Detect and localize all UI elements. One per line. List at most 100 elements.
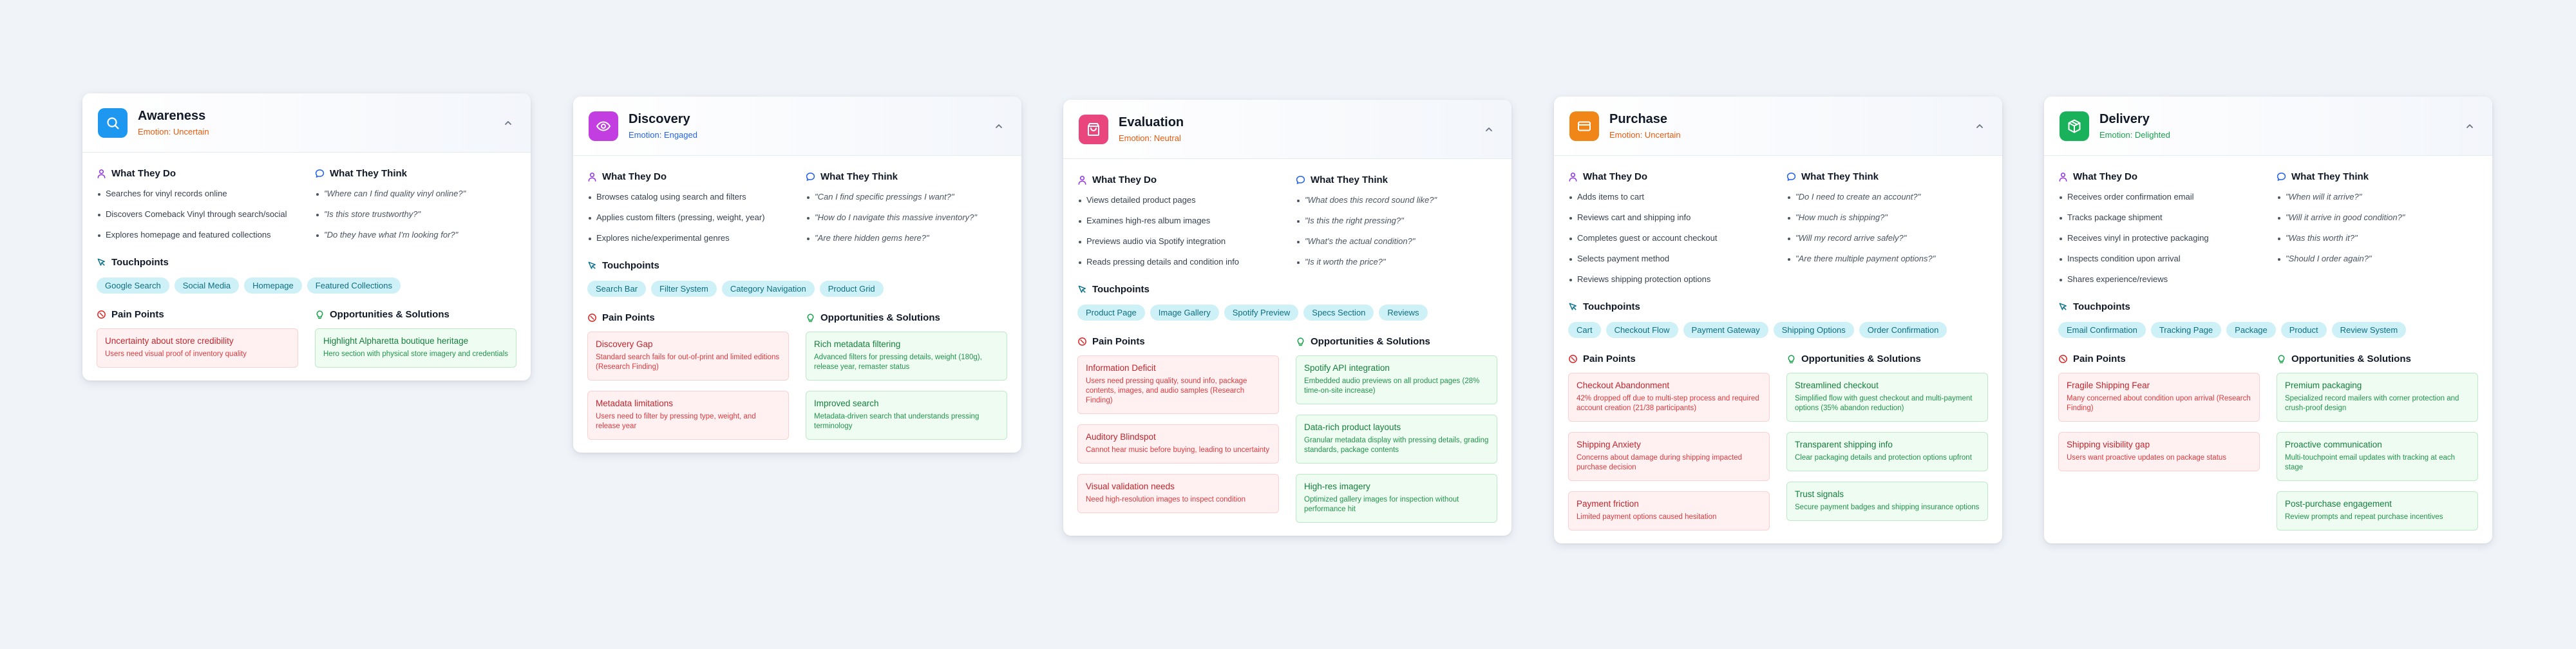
touchpoint-chip[interactable]: Specs Section — [1303, 305, 1374, 321]
action-item: Views detailed product pages — [1077, 195, 1279, 205]
stage-title: Delivery — [2099, 112, 2150, 126]
opportunities-heading: Opportunities & Solutions — [2277, 352, 2478, 365]
action-item: Explores niche/experimental genres — [587, 233, 789, 243]
pain-point-title: Shipping visibility gap — [2067, 440, 2150, 449]
touchpoints-heading: Touchpoints — [1077, 283, 1497, 296]
touchpoint-chip[interactable]: Checkout Flow — [1605, 322, 1678, 338]
opportunity-desc: Hero section with physical store imagery… — [323, 350, 508, 358]
user-icon — [1568, 172, 1578, 182]
touchpoint-chip[interactable]: Reviews — [1379, 305, 1428, 321]
action-item: Receives vinyl in protective packaging — [2058, 233, 2260, 243]
pain-point-desc: Users need visual proof of inventory qua… — [105, 350, 247, 358]
touchpoint-chip[interactable]: Order Confirmation — [1859, 322, 1947, 338]
touchpoint-chip[interactable]: Tracking Page — [2150, 322, 2222, 338]
touchpoint-chip[interactable]: Spotify Preview — [1224, 305, 1299, 321]
touchpoint-chip[interactable]: Image Gallery — [1150, 305, 1219, 321]
touchpoint-chip[interactable]: Homepage — [244, 277, 302, 294]
cursor-icon — [97, 258, 106, 267]
opportunity-desc: Optimized gallery images for inspection … — [1304, 496, 1459, 513]
opportunity-card: Transparent shipping info Clear packagin… — [1786, 432, 1988, 471]
what-they-think-section: What They Think "What does this record s… — [1296, 173, 1497, 277]
touchpoint-chip[interactable]: Featured Collections — [307, 277, 401, 294]
emotion-label: Emotion: Engaged — [629, 130, 697, 140]
touchpoint-chip[interactable]: Package — [2226, 322, 2276, 338]
what-they-think-heading-label: What They Think — [2291, 171, 2369, 182]
chevron-up-icon — [503, 118, 513, 128]
opportunities-heading: Opportunities & Solutions — [1786, 352, 1988, 365]
opportunity-desc: Advanced filters for pressing details, w… — [814, 353, 982, 371]
thought-item: "Is this store trustworthy?" — [315, 209, 516, 220]
touchpoint-chip[interactable]: Social Media — [174, 277, 240, 294]
message-bubble-icon — [1786, 172, 1796, 182]
touchpoint-chip[interactable]: Filter System — [651, 281, 717, 297]
stage-header[interactable]: Purchase Emotion: Uncertain — [1554, 97, 2002, 156]
package-icon — [2060, 111, 2089, 141]
pain-points-heading: Pain Points — [2058, 352, 2260, 365]
what-they-do-heading-label: What They Do — [2073, 171, 2137, 182]
touchpoints-section: Touchpoints Cart Checkout Flow Payment Gat… — [1568, 300, 1988, 338]
stage-header[interactable]: Evaluation Emotion: Neutral — [1063, 100, 1511, 159]
touchpoint-chip[interactable]: Email Confirmation — [2058, 322, 2146, 338]
stage-title: Purchase — [1609, 112, 1668, 126]
touchpoints-section: Touchpoints Search Bar Filter System Categ… — [587, 259, 1007, 297]
touchpoint-chip[interactable]: Shipping Options — [1773, 322, 1854, 338]
pain-point-desc: Users need to filter by pressing type, w… — [596, 413, 756, 430]
touchpoint-chip[interactable]: Product Page — [1077, 305, 1145, 321]
what-they-do-section: What They Do Browses catalog using searc… — [587, 170, 789, 254]
pain-point-desc: Limited payment options caused hesitatio… — [1577, 513, 1717, 521]
collapse-button[interactable] — [501, 116, 515, 130]
opportunity-card: Data-rich product layouts Granular metad… — [1296, 415, 1497, 464]
touchpoint-chip[interactable]: Product — [2280, 322, 2327, 338]
user-icon — [1077, 175, 1087, 185]
what-they-do-heading-label: What They Do — [1092, 174, 1157, 185]
message-bubble-icon — [1296, 175, 1305, 185]
touchpoint-chip[interactable]: Payment Gateway — [1683, 322, 1768, 338]
collapse-button[interactable] — [992, 119, 1006, 133]
opportunity-card: Highlight Alpharetta boutique heritage H… — [315, 328, 516, 368]
stage-header[interactable]: Awareness Emotion: Uncertain — [82, 93, 531, 153]
touchpoint-chip[interactable]: Google Search — [97, 277, 169, 294]
collapse-button[interactable] — [1973, 119, 1987, 133]
action-item: Reviews shipping protection options — [1568, 274, 1770, 285]
pain-point-card: Fragile Shipping Fear Many concerned abo… — [2058, 373, 2260, 422]
lightbulb-icon — [1296, 337, 1305, 346]
what-they-think-heading-label: What They Think — [820, 171, 898, 182]
what-they-do-heading-label: What They Do — [1583, 171, 1647, 182]
chevron-up-icon — [1484, 124, 1494, 135]
action-item: Explores homepage and featured collectio… — [97, 230, 298, 240]
stage-header[interactable]: Delivery Emotion: Delighted — [2044, 97, 2492, 156]
touchpoints-heading-label: Touchpoints — [602, 259, 659, 271]
collapse-button[interactable] — [1482, 122, 1496, 136]
pain-point-card: Metadata limitations Users need to filte… — [587, 391, 789, 440]
what-they-think-heading: What They Think — [1786, 170, 1988, 183]
collapse-button[interactable] — [2463, 119, 2477, 133]
pain-point-desc: Standard search fails for out-of-print a… — [596, 353, 780, 371]
alert-circle-icon — [1568, 354, 1578, 364]
thought-item: "When will it arrive?" — [2277, 192, 2478, 202]
touchpoint-chip[interactable]: Review System — [2331, 322, 2407, 338]
opportunity-title: Highlight Alpharetta boutique heritage — [323, 336, 469, 346]
pain-point-card: Shipping Anxiety Concerns about damage d… — [1568, 432, 1770, 481]
touchpoints-heading: Touchpoints — [2058, 300, 2478, 313]
touchpoint-chip[interactable]: Product Grid — [819, 281, 884, 297]
pain-point-title: Information Deficit — [1086, 363, 1156, 373]
action-item: Examines high-res album images — [1077, 216, 1279, 226]
alert-circle-icon — [1077, 337, 1087, 346]
touchpoint-chip[interactable]: Cart — [1568, 322, 1601, 338]
touchpoint-chip[interactable]: Search Bar — [587, 281, 647, 297]
what-they-do-section: What They Do Receives order confirmation… — [2058, 170, 2260, 295]
stage-header[interactable]: Discovery Emotion: Engaged — [573, 97, 1021, 156]
action-item: Completes guest or account checkout — [1568, 233, 1770, 243]
opportunity-desc: Review prompts and repeat purchase incen… — [2285, 513, 2443, 521]
opportunity-title: Rich metadata filtering — [814, 339, 901, 349]
opportunities-section: Opportunities & Solutions Streamlined ch… — [1786, 352, 1988, 531]
pain-point-title: Uncertainty about store credibility — [105, 336, 234, 346]
touchpoint-chip[interactable]: Category Navigation — [721, 281, 815, 297]
stage-card-delivery: Delivery Emotion: Delighted What They Do… — [2044, 97, 2492, 543]
opportunity-card: Post-purchase engagement Review prompts … — [2277, 491, 2478, 531]
opportunity-title: Proactive communication — [2285, 440, 2382, 449]
opportunity-title: Post-purchase engagement — [2285, 499, 2392, 509]
cursor-icon — [1077, 285, 1087, 294]
opportunity-desc: Embedded audio previews on all product p… — [1304, 377, 1480, 395]
opportunity-desc: Simplified flow with guest checkout and … — [1795, 395, 1973, 412]
